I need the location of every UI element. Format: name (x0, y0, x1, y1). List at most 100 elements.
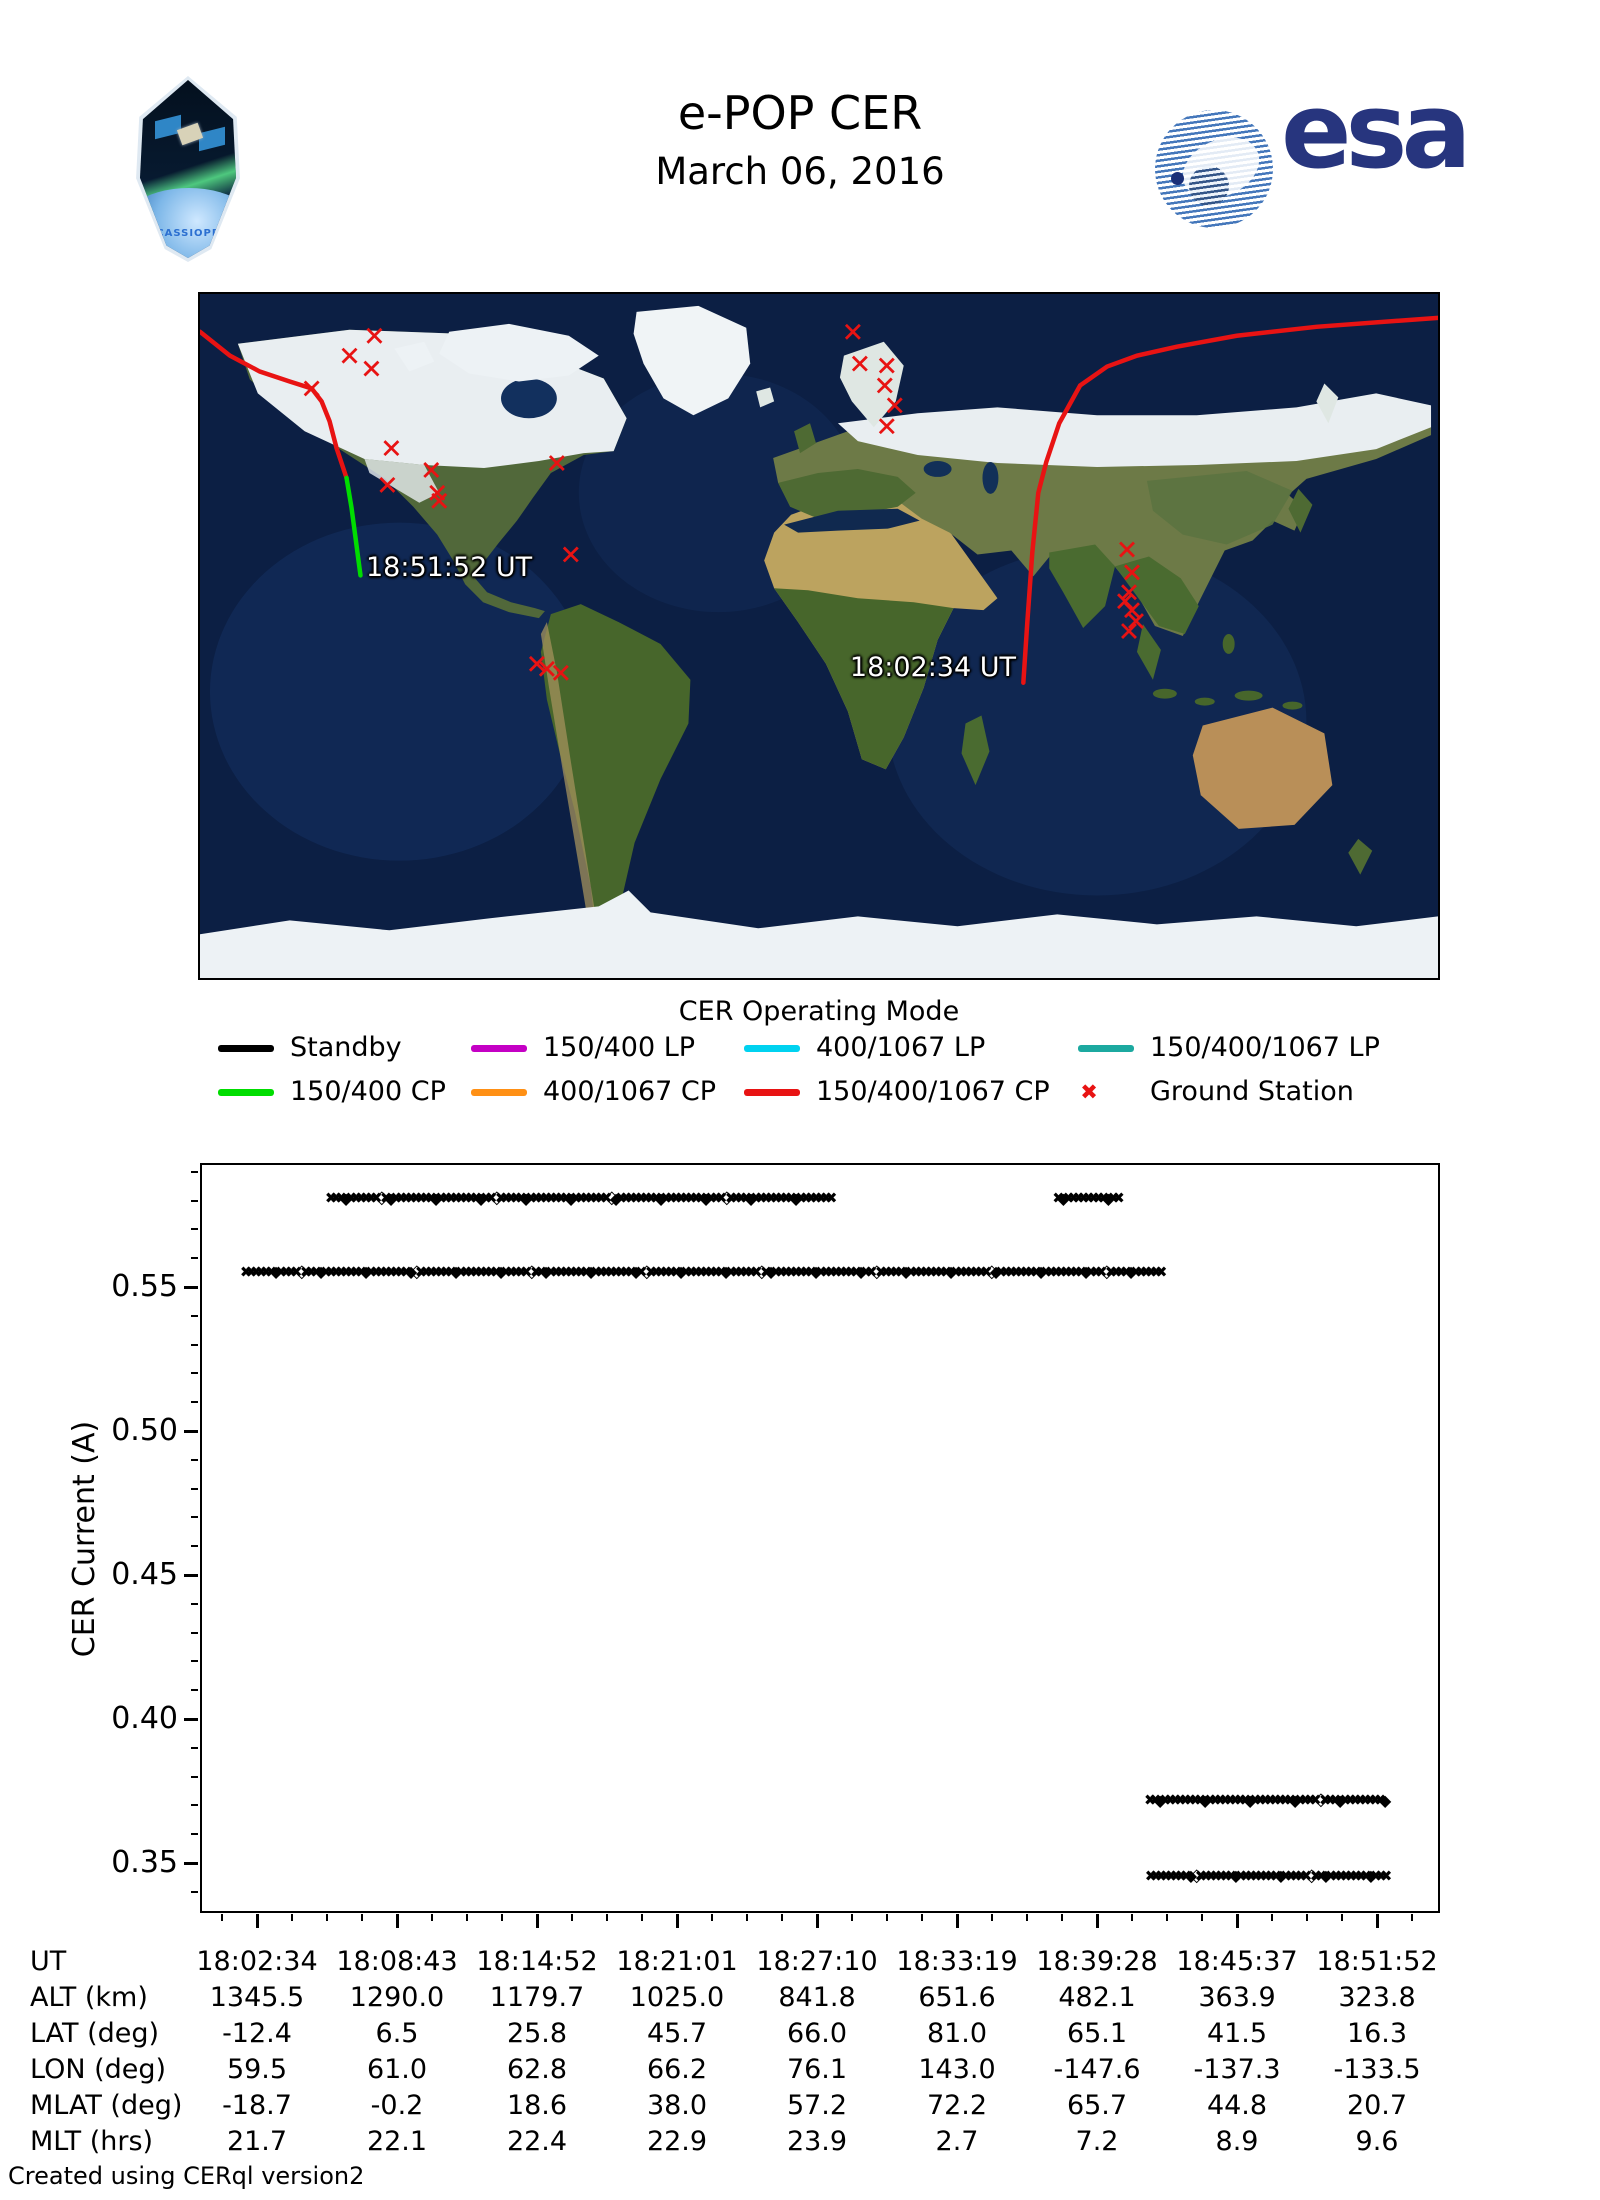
scatter-marker: ✖ (349, 1262, 363, 1281)
scatter-marker: ✖ (374, 1262, 388, 1281)
scatter-marker: ✖ (469, 1262, 483, 1281)
scatter-marker: ✖ (549, 1189, 563, 1208)
scatter-marker: ✖ (824, 1262, 838, 1281)
scatter-marker: ✖ (1164, 1866, 1178, 1885)
scatter-marker: ◆ (1379, 1790, 1392, 1810)
y-tick (191, 1775, 198, 1778)
y-tick-label: 0.55 (111, 1269, 178, 1304)
scatter-marker: ◆ (449, 1262, 463, 1282)
scatter-marker: ✖ (814, 1189, 828, 1208)
scatter-marker: ◆ (719, 1262, 733, 1282)
scatter-marker: ✖ (1199, 1866, 1213, 1885)
legend-label: 150/400/1067 LP (1150, 1032, 1380, 1063)
scatter-marker: ✖ (1364, 1791, 1377, 1810)
scatter-marker: ✖ (524, 1189, 538, 1208)
table-cell: -133.5 (1333, 2054, 1421, 2085)
scatter-marker: ✖ (699, 1262, 713, 1281)
scatter-marker: ◇ (754, 1260, 769, 1282)
scatter-marker: ✖ (914, 1262, 928, 1281)
scatter-marker: ✖ (659, 1262, 673, 1281)
scatter-marker: ✖ (1144, 1866, 1158, 1885)
esa-globe-ball (1189, 166, 1229, 206)
scatter-marker: ✖ (1159, 1791, 1172, 1810)
scatter-marker: ✖ (504, 1189, 518, 1208)
table-cell: 651.6 (918, 1982, 996, 2013)
map-time-label: 18:51:52 UT (366, 552, 533, 583)
scatter-marker: ✖ (1269, 1866, 1283, 1885)
scatter-marker: ✖ (1369, 1791, 1382, 1810)
scatter-marker: ✖ (1097, 1189, 1110, 1208)
scatter-marker: ✖ (264, 1262, 278, 1281)
scatter-marker: ✖ (844, 1262, 858, 1281)
x-tick (501, 1914, 503, 1921)
scatter-marker: ✖ (494, 1189, 508, 1208)
scatter-marker: ✖ (599, 1189, 613, 1208)
scatter-marker: ✖ (284, 1262, 298, 1281)
scatter-marker: ✖ (1144, 1791, 1157, 1810)
x-tick (781, 1914, 783, 1921)
scatter-marker: ✖ (1309, 1866, 1323, 1885)
scatter-marker: ◆ (1319, 1866, 1333, 1886)
scatter-marker: ✖ (784, 1189, 798, 1208)
scatter-marker: ✖ (884, 1262, 898, 1281)
legend-label: 400/1067 LP (816, 1032, 986, 1063)
scatter-marker: ✖ (714, 1262, 728, 1281)
scatter-marker: ✖ (849, 1262, 863, 1281)
scatter-marker: ◆ (609, 1188, 623, 1208)
scatter-marker: ✖ (684, 1189, 698, 1208)
table-cell: 18:08:43 (336, 1946, 458, 1977)
scatter-marker: ✖ (1149, 1791, 1162, 1810)
y-tick (191, 1487, 198, 1490)
scatter-marker: ✖ (769, 1189, 783, 1208)
scatter-marker: ✖ (1269, 1791, 1282, 1810)
scatter-marker: ✖ (434, 1189, 448, 1208)
scatter-marker: ✖ (279, 1262, 293, 1281)
scatter-marker: ✖ (359, 1189, 373, 1208)
scatter-marker: ✖ (1354, 1866, 1368, 1885)
scatter-marker: ✖ (1239, 1866, 1253, 1885)
footer-credit: Created using CERql version2 (8, 2162, 365, 2190)
scatter-marker: ✖ (1324, 1866, 1338, 1885)
scatter-marker: ◆ (674, 1262, 688, 1282)
table-cell: 323.8 (1338, 1982, 1416, 2013)
scatter-marker: ✖ (824, 1189, 838, 1208)
scatter-marker: ✖ (464, 1262, 478, 1281)
scatter-marker: ✖ (1279, 1866, 1293, 1885)
x-tick (1411, 1914, 1413, 1921)
ground-station-marker (851, 355, 868, 372)
scatter-marker: ✖ (1107, 1189, 1120, 1208)
table-cell: 18.6 (506, 2090, 568, 2121)
scatter-marker: ✖ (259, 1262, 273, 1281)
ground-station-marker (1121, 623, 1137, 639)
table-cell: -147.6 (1053, 2054, 1141, 2085)
scatter-marker: ◇ (639, 1260, 654, 1282)
x-tick (1271, 1914, 1273, 1921)
x-tick (956, 1914, 959, 1928)
x-tick (256, 1914, 259, 1928)
x-tick (816, 1914, 819, 1928)
table-cell: 59.5 (226, 2054, 288, 2085)
scatter-marker: ✖ (1299, 1791, 1312, 1810)
scatter-marker: ✖ (594, 1189, 608, 1208)
scatter-marker: ✖ (454, 1262, 468, 1281)
ground-station-marker (363, 360, 380, 377)
y-tick (191, 1458, 198, 1461)
ground-station-marker (379, 476, 396, 493)
date-subtitle: March 06, 2016 (655, 150, 945, 193)
scatter-marker: ✖ (554, 1189, 568, 1208)
scatter-marker: ✖ (1204, 1791, 1217, 1810)
scatter-marker: ✖ (534, 1189, 548, 1208)
scatter-marker: ◆ (1034, 1262, 1048, 1282)
scatter-marker: ✖ (1092, 1189, 1105, 1208)
scatter-marker: ✖ (1294, 1791, 1307, 1810)
scatter-marker: ✖ (369, 1262, 383, 1281)
x-tick (326, 1914, 328, 1921)
scatter-marker: ✖ (304, 1262, 318, 1281)
table-cell: 45.7 (646, 2018, 708, 2049)
scatter-marker: ✖ (679, 1189, 693, 1208)
x-tick (536, 1914, 539, 1928)
table-cell: 363.9 (1198, 1982, 1276, 2013)
scatter-marker: ✖ (329, 1262, 343, 1281)
scatter-marker: ✖ (734, 1262, 748, 1281)
y-tick (191, 1401, 198, 1404)
